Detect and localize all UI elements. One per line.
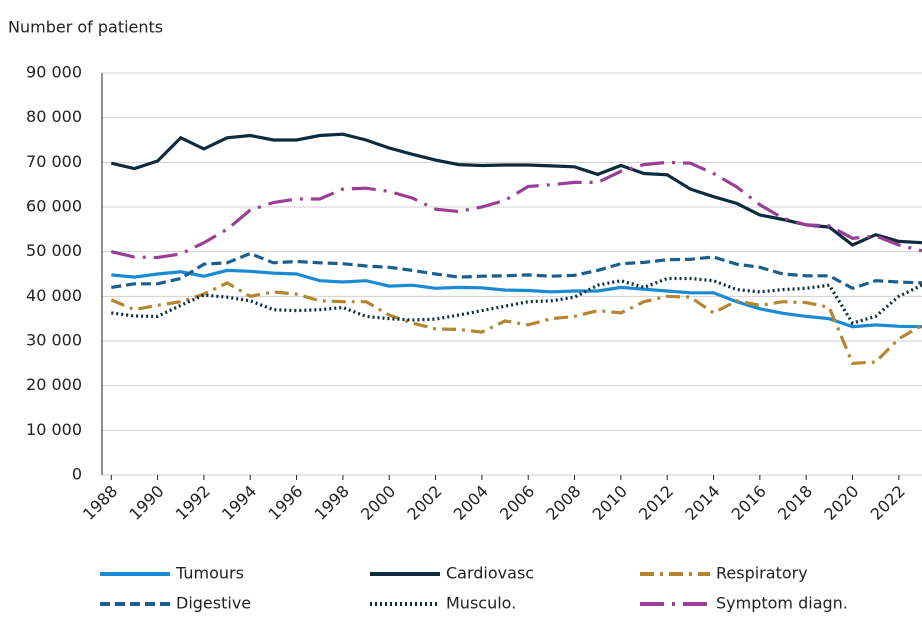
x-tick-label: 1992: [172, 482, 214, 524]
series-line: [110, 132, 922, 247]
x-tick-label: 2006: [496, 482, 538, 524]
x-tick-label: 1996: [264, 482, 306, 524]
x-tick-label: 1994: [218, 482, 260, 524]
legend-label: Cardiovasc: [446, 564, 534, 583]
x-tick-label: 1988: [79, 482, 121, 524]
series-line: [111, 268, 922, 329]
x-tick-label: 2008: [542, 482, 584, 524]
series-line: [110, 160, 922, 260]
x-tick-label: 2022: [867, 482, 909, 524]
x-tick-label: 2000: [357, 482, 399, 524]
y-tick-label: 70 000: [26, 152, 82, 171]
legend-label: Musculo.: [446, 594, 516, 613]
y-tick-label: 80 000: [26, 107, 82, 126]
x-tick-label: 2016: [728, 482, 770, 524]
series-line: [111, 276, 922, 325]
legend-label: Symptom diagn.: [716, 594, 848, 613]
y-tick-label: 60 000: [26, 197, 82, 216]
x-tick-label: 2014: [681, 482, 723, 524]
x-tick-label: 1998: [311, 482, 353, 524]
y-tick-label: 30 000: [26, 331, 82, 350]
y-tick-label: 10 000: [26, 420, 82, 439]
legend-label: Digestive: [176, 594, 251, 613]
x-tick-label: 2020: [820, 482, 862, 524]
series-line: [111, 251, 922, 291]
series-line: [110, 281, 922, 365]
x-tick-label: 2002: [403, 482, 445, 524]
y-tick-label: 90 000: [26, 63, 82, 82]
y-axis-title: Number of patients: [8, 18, 163, 37]
x-tick-label: 2018: [774, 482, 816, 524]
legend-label: Tumours: [175, 564, 244, 583]
x-tick-label: 2010: [589, 482, 631, 524]
x-tick-label: 2004: [450, 482, 492, 524]
y-tick-label: 0: [72, 465, 82, 484]
x-tick-label: 2012: [635, 482, 677, 524]
y-tick-label: 40 000: [26, 286, 82, 305]
legend-label: Respiratory: [716, 564, 808, 583]
x-tick-label: 1990: [125, 482, 167, 524]
y-tick-label: 50 000: [26, 241, 82, 260]
y-tick-label: 20 000: [26, 375, 82, 394]
